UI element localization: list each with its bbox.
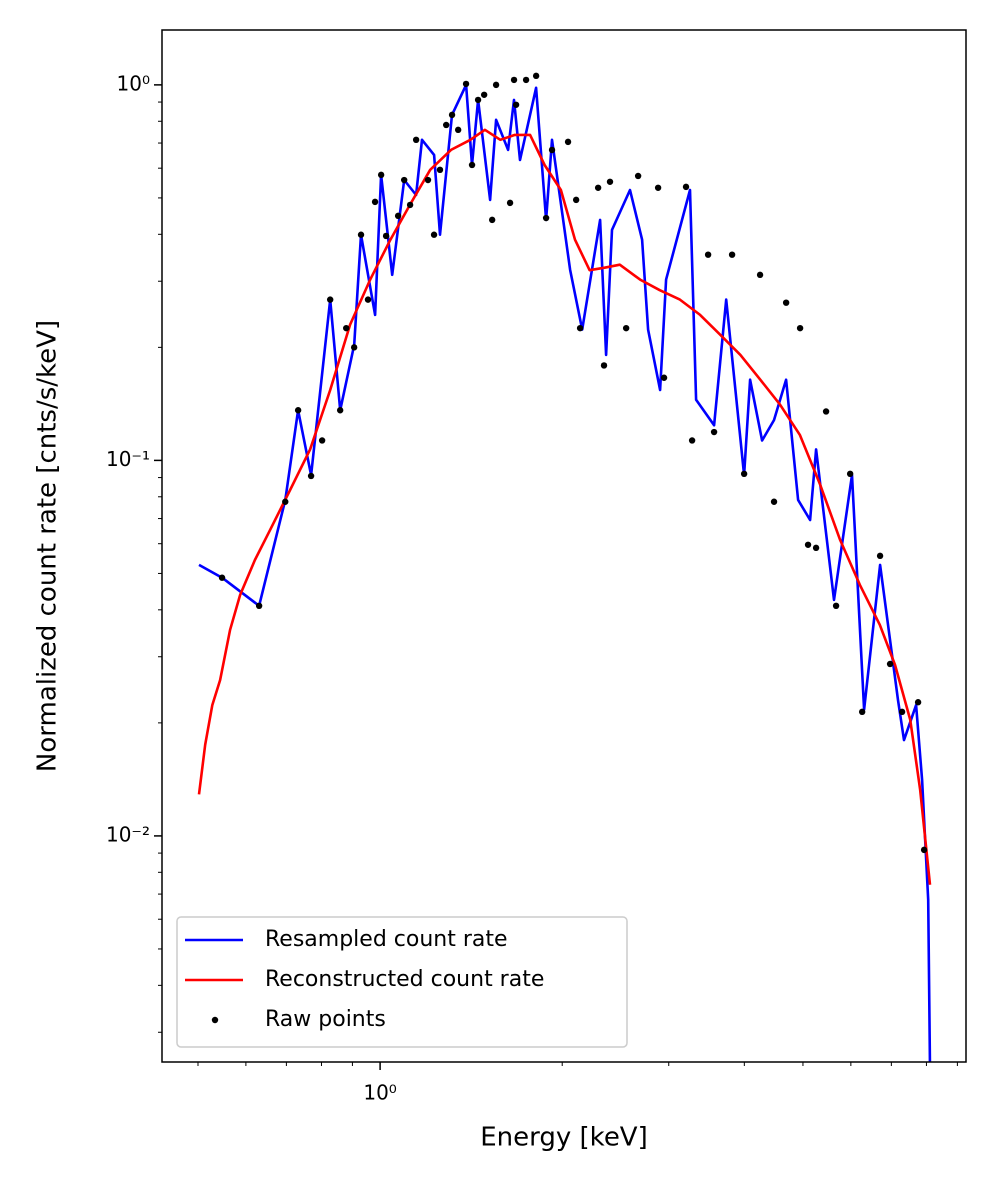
- raw-point: [606, 178, 614, 185]
- raw-point: [542, 214, 550, 222]
- raw-point: [318, 437, 326, 444]
- raw-point: [600, 362, 608, 369]
- raw-point: [548, 146, 556, 154]
- raw-point: [756, 271, 764, 279]
- raw-point: [858, 708, 866, 716]
- raw-point: [898, 708, 906, 716]
- raw-point: [382, 232, 390, 240]
- raw-point: [710, 428, 718, 436]
- raw-point: [572, 196, 580, 204]
- raw-point: [468, 161, 476, 169]
- raw-point: [307, 472, 315, 480]
- legend-marker: [211, 1016, 219, 1024]
- raw-point: [255, 602, 263, 610]
- legend-box: [176, 916, 628, 1048]
- raw-point: [412, 136, 420, 144]
- raw-point: [364, 296, 372, 303]
- raw-point: [436, 166, 444, 174]
- raw-point: [822, 408, 830, 415]
- raw-point: [282, 498, 289, 505]
- legend-label: Reconstructed count rate: [265, 967, 544, 992]
- legend-label: Resampled count rate: [265, 927, 508, 952]
- raw-point: [424, 176, 432, 184]
- raw-point: [492, 81, 500, 89]
- raw-point: [876, 552, 884, 560]
- y-tick-label: 10⁻¹: [106, 447, 150, 471]
- raw-point: [532, 72, 540, 80]
- raw-point: [622, 324, 630, 332]
- raw-point: [654, 184, 662, 191]
- raw-point: [474, 96, 482, 104]
- raw-point: [371, 198, 379, 206]
- raw-point: [832, 602, 840, 610]
- raw-point: [442, 121, 450, 129]
- raw-point: [326, 296, 334, 303]
- raw-point: [400, 176, 408, 184]
- raw-point: [576, 324, 584, 332]
- raw-point: [480, 91, 488, 98]
- raw-point: [377, 171, 385, 179]
- axes-frame: [161, 29, 967, 1063]
- raw-point: [510, 76, 518, 84]
- raw-point: [782, 299, 790, 306]
- raw-point: [488, 216, 496, 224]
- raw-point: [448, 111, 456, 119]
- raw-point: [804, 541, 812, 548]
- raw-point: [506, 199, 514, 207]
- raw-point: [886, 660, 894, 668]
- raw-point: [218, 574, 226, 581]
- x-tick-label: 10⁰: [363, 1081, 396, 1105]
- raw-point: [294, 407, 302, 414]
- raw-point: [740, 470, 748, 478]
- y-tick-label: 10⁻²: [106, 822, 150, 846]
- raw-point: [594, 184, 602, 191]
- raw-point: [634, 172, 642, 180]
- raw-point: [343, 324, 350, 332]
- raw-point: [682, 183, 690, 191]
- raw-point: [796, 324, 804, 332]
- raw-point: [704, 251, 712, 258]
- plot-area: [197, 72, 932, 1062]
- raw-point: [350, 344, 358, 351]
- raw-point: [462, 80, 470, 88]
- raw-point: [394, 212, 402, 220]
- raw-point: [336, 407, 344, 414]
- raw-point: [660, 374, 668, 381]
- raw-point: [812, 544, 820, 552]
- y-tick-label: 10⁰: [117, 71, 150, 95]
- series-line: [198, 83, 932, 1062]
- raw-point: [770, 498, 778, 505]
- x-axis-label: Energy [keV]: [480, 1123, 648, 1153]
- raw-point: [920, 846, 928, 854]
- raw-point: [406, 201, 414, 209]
- raw-point: [357, 231, 365, 238]
- raw-point: [564, 138, 572, 146]
- raw-point: [522, 76, 530, 84]
- raw-point: [914, 699, 922, 706]
- y-axis-label: Normalized count rate [cnts/s/keV]: [33, 320, 63, 772]
- raw-point: [454, 126, 462, 134]
- legend-label: Raw points: [265, 1007, 386, 1032]
- raw-point: [846, 470, 854, 478]
- raw-point: [512, 101, 520, 108]
- raw-point: [430, 231, 438, 238]
- series-line: [197, 128, 932, 885]
- raw-point: [728, 251, 736, 258]
- raw-point: [688, 437, 696, 444]
